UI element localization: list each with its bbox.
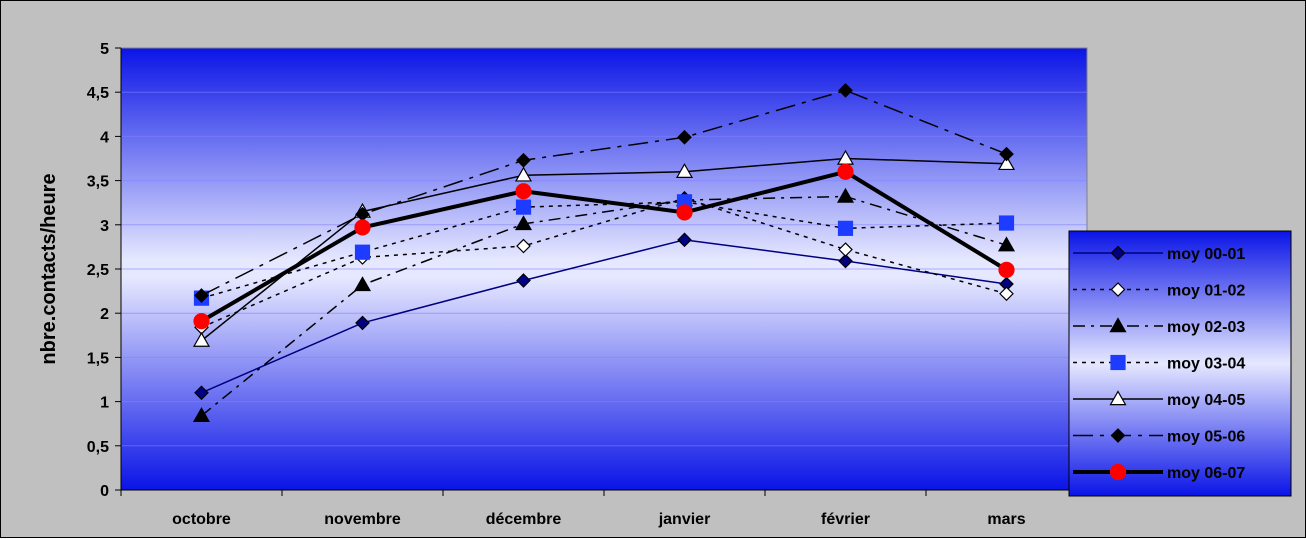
series-6 (194, 83, 1014, 303)
data-point (999, 286, 1014, 302)
data-point (838, 83, 853, 98)
y-tick-label: 0,5 (87, 439, 109, 456)
data-point (192, 331, 211, 347)
data-point (516, 152, 531, 168)
legend-box (1068, 230, 1292, 497)
series-line (201, 239, 1007, 394)
data-point (677, 232, 692, 248)
data-point (515, 183, 532, 200)
data-point (355, 315, 370, 331)
legend-label: moy 04-05 (1167, 392, 1245, 409)
x-tick-label: novembre (324, 511, 401, 528)
series-line (201, 89, 1007, 297)
legend-item: moy 02-03 (1073, 317, 1245, 336)
data-point (194, 385, 209, 401)
y-tick-label: 4 (100, 129, 109, 146)
data-point (353, 276, 372, 292)
data-point (194, 288, 209, 303)
legend-item: moy 05-06 (1073, 428, 1245, 446)
data-point (998, 261, 1015, 278)
y-tick-label: 3,5 (87, 174, 109, 191)
legend-label: moy 00-01 (1167, 246, 1245, 263)
legend-label: moy 06-07 (1167, 465, 1245, 482)
data-point (999, 146, 1014, 162)
series-line (201, 195, 1007, 417)
legend-label: moy 02-03 (1167, 319, 1245, 336)
series-line (200, 169, 1008, 323)
data-point (836, 187, 855, 203)
y-tick-label: 1 (100, 395, 109, 412)
legend-marker (1109, 317, 1127, 333)
y-tick-label: 5 (100, 41, 109, 58)
data-point (997, 236, 1016, 252)
data-point (514, 166, 533, 182)
series-line (201, 201, 1007, 299)
data-point (677, 129, 692, 145)
data-point (837, 220, 854, 236)
data-point (516, 238, 531, 254)
data-point (837, 163, 854, 180)
x-tick-label: janvier (658, 511, 711, 528)
legend: moy 00-01 moy 01-02 moy 02-03 moy 03-04 moy … (1068, 230, 1292, 497)
y-tick-label: 0 (100, 483, 109, 500)
axes (115, 47, 1088, 496)
legend-marker (1109, 463, 1127, 481)
series-1 (194, 232, 1014, 401)
y-tick-label: 2 (100, 306, 109, 323)
legend-label: moy 03-04 (1167, 356, 1245, 373)
x-tick-label: février (821, 511, 870, 528)
data-point (675, 163, 694, 178)
y-tick-label: 4,5 (87, 85, 109, 102)
data-point (354, 219, 371, 236)
y-axis-title: nbre.contacts/heure (38, 173, 60, 364)
x-tick-label: octobre (172, 511, 231, 528)
data-point (354, 244, 371, 260)
data-point (514, 215, 533, 231)
legend-marker (1110, 282, 1126, 297)
data-point (998, 215, 1015, 231)
series-4 (193, 194, 1015, 306)
data-point (676, 204, 693, 221)
data-point (193, 313, 210, 330)
legend-item: moy 01-02 (1073, 282, 1245, 300)
data-point (838, 242, 853, 257)
legend-label: moy 01-02 (1167, 283, 1245, 300)
series-7 (193, 163, 1015, 330)
legend-item: moy 00-01 (1073, 245, 1245, 263)
series-line (201, 197, 1007, 329)
data-point (516, 273, 531, 288)
y-tick-label: 2,5 (87, 262, 109, 279)
y-tick-label: 1,5 (87, 350, 109, 367)
x-tick-label: mars (987, 511, 1025, 528)
series-line (201, 157, 1007, 342)
data-point (192, 407, 211, 422)
gridlines (121, 91, 1087, 447)
legend-marker (1109, 390, 1127, 406)
series-lines (192, 83, 1016, 422)
legend-marker (1110, 428, 1126, 443)
x-tick-label: décembre (486, 511, 562, 528)
legend-marker (1110, 354, 1126, 371)
data-point (997, 155, 1016, 171)
legend-marker (1110, 245, 1126, 261)
data-point (515, 199, 532, 215)
data-point (838, 253, 853, 269)
y-tick-label: 3 (100, 218, 109, 235)
legend-item: moy 04-05 (1073, 390, 1245, 409)
legend-item: moy 06-07 (1073, 463, 1245, 482)
axis-labels: 0 0,5 1 1,5 2 2,5 3 3,5 4 4,5 5 octobre novembre déce… (87, 41, 1026, 528)
legend-label: moy 05-06 (1167, 429, 1245, 446)
legend-item: moy 03-04 (1073, 354, 1245, 373)
